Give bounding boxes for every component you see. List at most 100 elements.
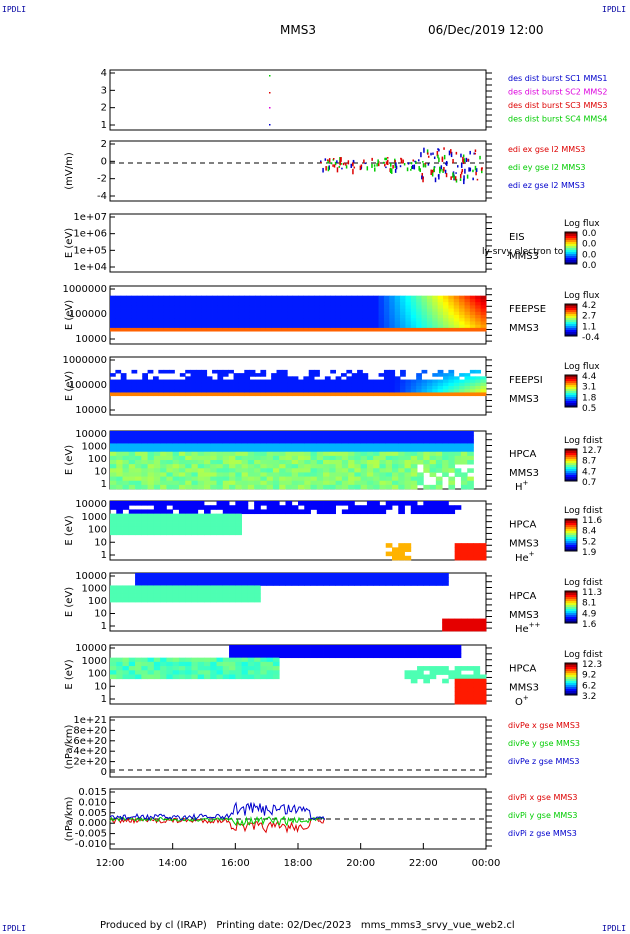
spectrogram-cell — [442, 581, 449, 586]
colorbar-cell — [565, 232, 577, 235]
edi-point — [371, 163, 373, 168]
spectrogram-cell — [443, 327, 449, 332]
spectrogram-cell — [385, 431, 393, 436]
colorbar-cell — [565, 601, 577, 604]
spectrogram-cell — [222, 431, 230, 436]
spectrogram-cell — [366, 581, 374, 586]
spectrogram-cell — [324, 295, 331, 300]
spectrogram-cell — [153, 439, 161, 444]
spectrogram-cell — [222, 318, 229, 322]
spectrogram-cell — [179, 389, 186, 393]
spectrogram-cell — [166, 670, 174, 675]
spectrogram-cell — [169, 308, 175, 313]
spectrogram-cell — [400, 305, 406, 309]
spectrogram-cell — [235, 670, 242, 675]
spectrogram-cell — [247, 472, 255, 477]
spectrogram-cell — [421, 379, 428, 384]
spectrogram-cell — [360, 645, 368, 650]
edi-point — [352, 168, 354, 175]
spectrogram-cell — [423, 447, 430, 453]
spectrogram-cell — [443, 376, 449, 380]
spectrogram-cell — [128, 509, 136, 515]
spectrogram-cell — [310, 468, 318, 473]
spectrogram-cell — [383, 392, 390, 397]
spectrogram-cell — [110, 435, 117, 440]
spectrogram-cell — [357, 386, 363, 390]
spectrogram-cell — [166, 501, 174, 506]
spectrogram-cell — [197, 439, 205, 444]
spectrogram-cell — [298, 295, 304, 300]
edi-point — [352, 159, 355, 164]
spectrogram-cell — [443, 311, 449, 316]
spectrogram-cell — [351, 392, 358, 397]
spectrogram-cell — [172, 674, 180, 680]
spectrogram-cell — [405, 315, 412, 319]
spectrogram-cell — [210, 460, 217, 465]
spectrogram-cell — [254, 593, 261, 599]
colorbar-tick-hpca_o: 3.2 — [582, 692, 596, 702]
spectrogram-cell — [265, 382, 272, 387]
spectrogram-cell — [423, 451, 430, 457]
spectrogram-cell — [469, 305, 476, 309]
spectrogram-cell — [423, 468, 430, 473]
spectrogram-cell — [185, 460, 192, 465]
colorbar-tick-hpca_hepp: 11.3 — [582, 588, 602, 598]
spectrogram-cell — [417, 460, 424, 465]
y-tick-label-feepsi: 10000 — [75, 405, 107, 416]
spectrogram-cell — [423, 653, 430, 659]
spectrogram-cell — [473, 687, 481, 692]
spectrogram-cell — [453, 379, 460, 384]
spectrogram-cell — [423, 443, 430, 448]
spectrogram-cell — [426, 382, 433, 387]
spectrogram-cell — [467, 626, 474, 632]
spectrogram-cell — [147, 327, 154, 332]
spectrogram-cell — [122, 657, 130, 663]
spectrogram-cell — [335, 476, 343, 482]
spectrogram-cell — [185, 530, 192, 536]
spectrogram-cell — [201, 379, 208, 384]
spectrogram-cell — [141, 431, 148, 436]
spectrogram-cell — [404, 653, 412, 659]
spectrogram-cell — [229, 435, 236, 440]
spectrogram-cell — [147, 597, 155, 603]
spectrogram-cell — [316, 509, 324, 515]
spectrogram-cell — [204, 670, 211, 675]
spectrogram-cell — [247, 589, 255, 595]
spectrogram-cell — [437, 302, 444, 306]
spectrogram-cell — [160, 480, 167, 486]
spectrogram-cell — [443, 379, 449, 384]
colorbar-cell — [565, 403, 577, 406]
spectrogram-cell — [454, 645, 462, 650]
spectrogram-cell — [210, 657, 217, 663]
spectrogram-cell — [360, 653, 368, 659]
spectrogram-cell — [432, 327, 439, 332]
spectrogram-cell — [459, 298, 465, 303]
spectrogram-cell — [308, 369, 315, 374]
spectrogram-cell — [316, 464, 324, 469]
spectrogram-cell — [480, 324, 487, 329]
spectrogram-cell — [255, 389, 261, 393]
edi-point — [383, 161, 385, 164]
spectrogram-cell — [442, 468, 449, 473]
spectrogram-cell — [378, 311, 385, 316]
spectrogram-cell — [429, 468, 437, 473]
spectrogram-cell — [398, 431, 405, 436]
spectrogram-cell — [229, 447, 236, 453]
spectrogram-cell — [379, 577, 387, 582]
spectrogram-cell — [480, 379, 487, 384]
spectrogram-cell — [260, 311, 267, 316]
spectrogram-cell — [222, 522, 230, 527]
spectrogram-cell — [110, 513, 117, 519]
spectrogram-cell — [160, 447, 167, 453]
spectrogram-cell — [385, 505, 393, 510]
spectrogram-cell — [281, 321, 288, 326]
spectrogram-cell — [166, 597, 174, 603]
spectrogram-cell — [216, 439, 224, 444]
legend-entry-divpi: divPi z gse MMS3 — [508, 829, 577, 838]
spectrogram-cell — [241, 509, 249, 515]
spectrogram-cell — [222, 526, 230, 531]
edi-point — [385, 161, 388, 165]
corner-label-top-right: IPDLI — [602, 5, 627, 14]
spectrogram-cell — [271, 311, 277, 316]
spectrogram-cell — [169, 318, 175, 322]
